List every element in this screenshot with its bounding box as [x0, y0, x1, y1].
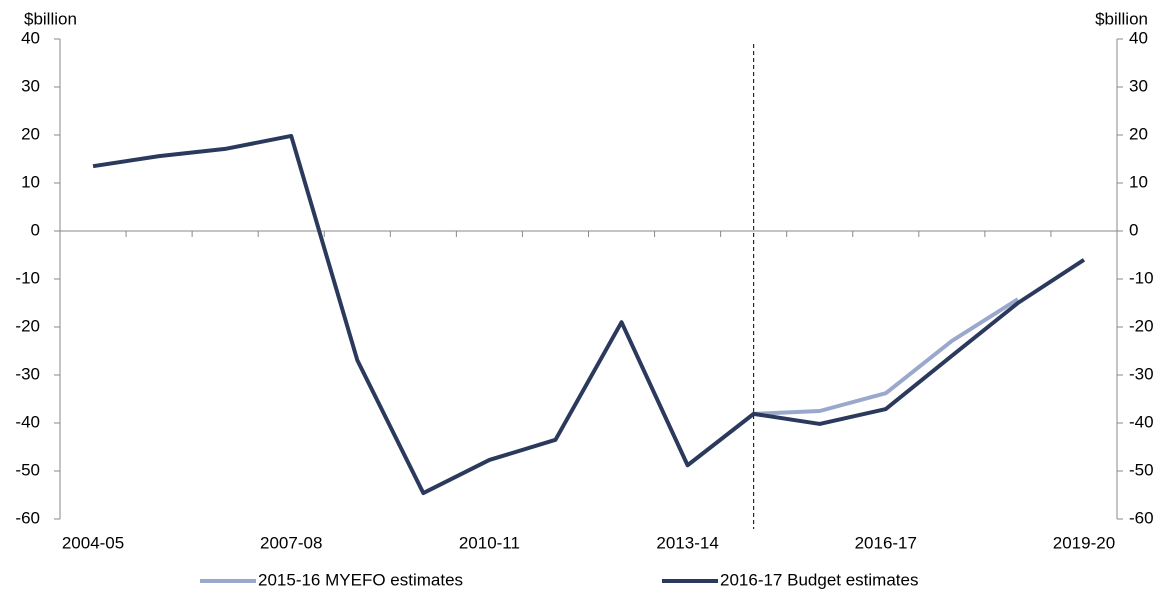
y2-tick-label: -40 [1129, 412, 1154, 431]
y-axis-label: $billion [24, 9, 77, 28]
y2-tick-label: -20 [1129, 316, 1154, 335]
x-tick-label: 2010-11 [459, 533, 520, 552]
y2-tick-label: 40 [1129, 28, 1148, 47]
y2-tick-label: -30 [1129, 364, 1154, 383]
x-tick-label: 2016-17 [855, 533, 917, 552]
series-line [753, 297, 1019, 416]
y-tick-label: 30 [21, 76, 40, 95]
y2-tick-label: -50 [1129, 460, 1154, 479]
y2-tick-label: -10 [1129, 268, 1154, 287]
x-tick-label: 2007-08 [260, 533, 322, 552]
y-tick-label: 40 [21, 28, 40, 47]
y2-tick-label: 20 [1129, 124, 1148, 143]
y-tick-label: 20 [21, 124, 40, 143]
y-tick-label: -10 [15, 268, 40, 287]
y-tick-label: 10 [21, 172, 40, 191]
y2-tick-label: 0 [1129, 220, 1138, 239]
y2-axis-label: $billion [1095, 9, 1148, 28]
y2-tick-label: -60 [1129, 508, 1154, 527]
y-tick-label: -40 [15, 412, 40, 431]
series-line [92, 133, 1086, 496]
y-tick-label: -60 [15, 508, 40, 527]
y-tick-label: -20 [15, 316, 40, 335]
legend-label: 2016-17 Budget estimates [720, 570, 918, 589]
x-tick-label: 2013-14 [656, 533, 718, 552]
y-tick-label: -30 [15, 364, 40, 383]
y-tick-label: -50 [15, 460, 40, 479]
x-tick-label: 2019-20 [1053, 533, 1115, 552]
legend-label: 2015-16 MYEFO estimates [258, 570, 463, 589]
y-tick-label: 0 [31, 220, 40, 239]
y2-tick-label: 10 [1129, 172, 1148, 191]
x-tick-label: 2004-05 [62, 533, 124, 552]
y2-tick-label: 30 [1129, 76, 1148, 95]
